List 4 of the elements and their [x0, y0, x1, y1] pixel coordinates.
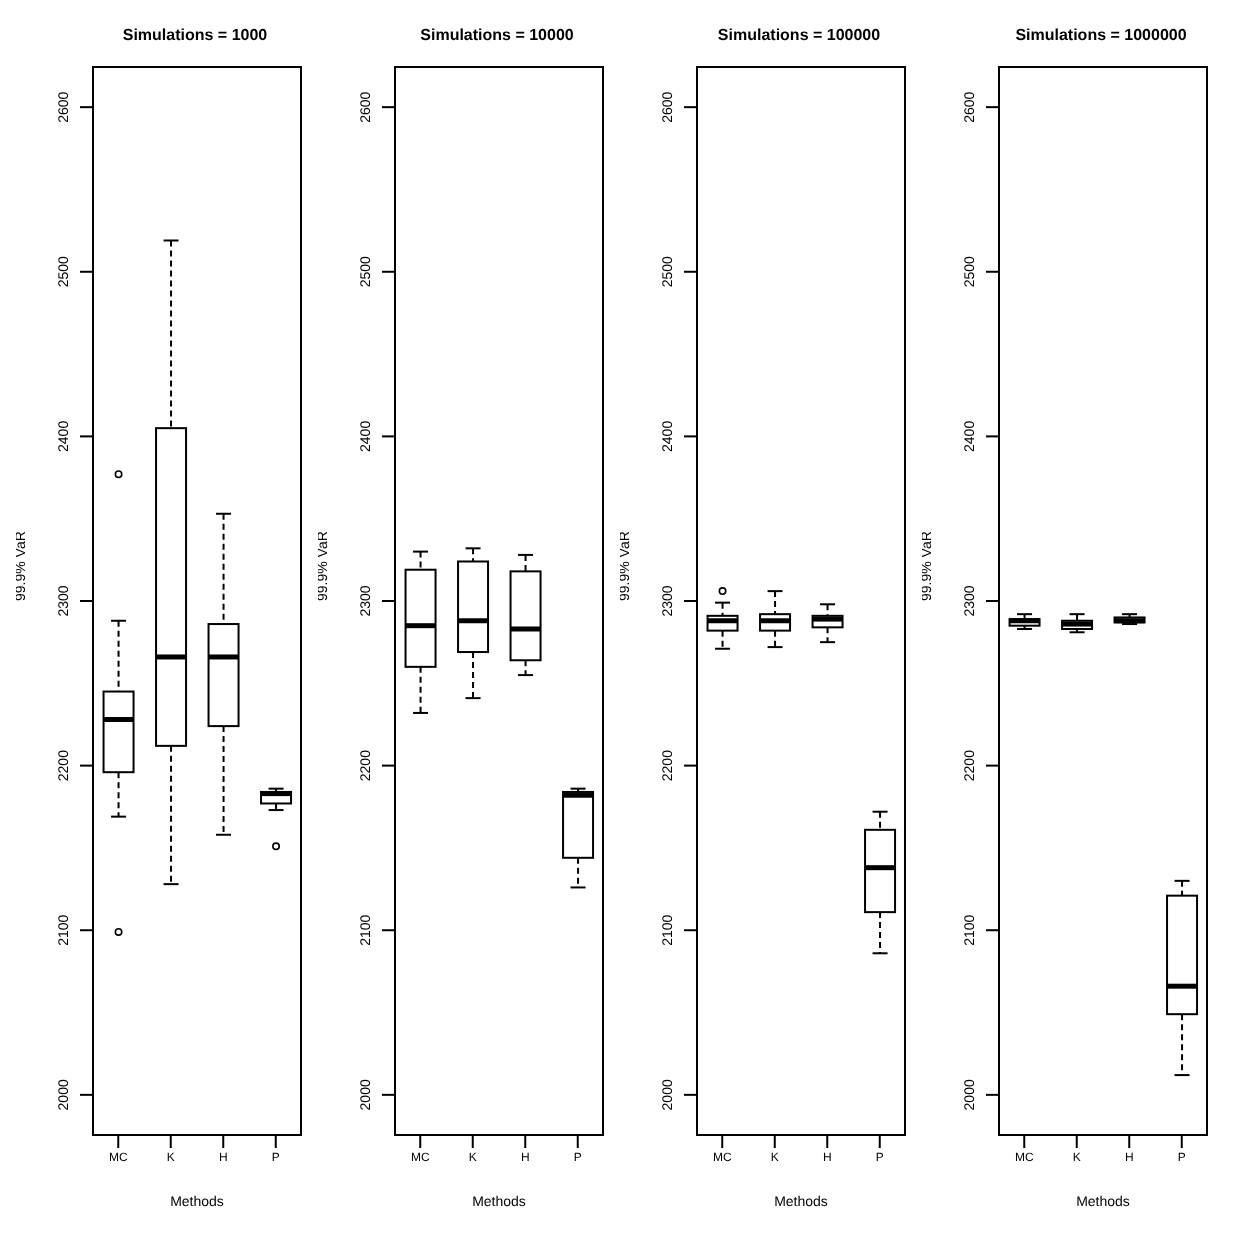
chart-title: Simulations = 1000000 — [1013, 24, 1189, 48]
chart-title: Simulations = 1000 — [120, 24, 270, 48]
chart-title: Simulations = 10000 — [418, 24, 576, 48]
chart-title: Simulations = 100000 — [715, 24, 883, 48]
